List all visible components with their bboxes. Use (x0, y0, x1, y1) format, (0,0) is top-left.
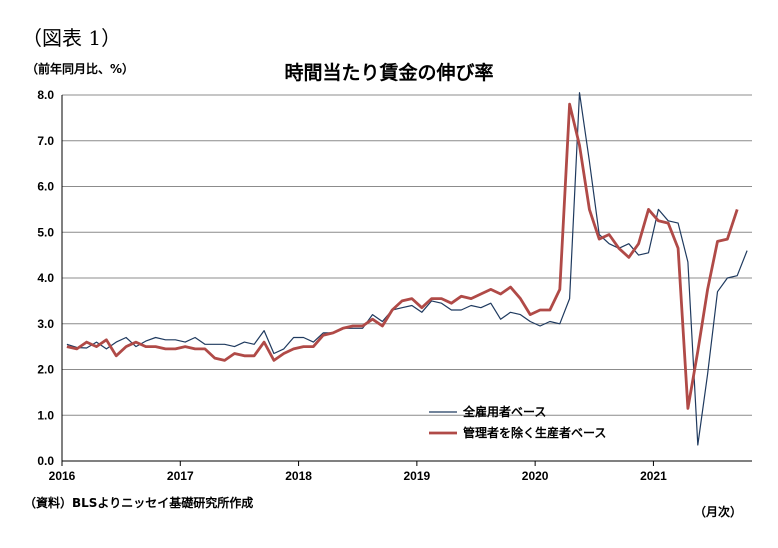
figure-label: （図表 1） (22, 26, 122, 50)
y-tick-label: 7.0 (37, 134, 54, 148)
y-tick-label: 5.0 (37, 225, 54, 239)
series-line-2 (66, 102, 739, 410)
chart-title: 時間当たり賃金の伸び率 (284, 62, 494, 84)
y-unit-label: （前年同月比、%） (26, 62, 135, 76)
y-tick-label: 2.0 (37, 363, 54, 377)
x-tick-label: 2016 (49, 469, 76, 483)
x-tick-label: 2020 (522, 469, 549, 483)
source-note: （資料）BLSよりニッセイ基礎研究所作成 (24, 496, 254, 510)
y-tick-label: 0.0 (37, 454, 54, 468)
y-tick-label: 4.0 (37, 271, 54, 285)
legend-label: 全雇用者ベース (462, 404, 546, 419)
period-label: （月次） (694, 505, 743, 519)
series-line-1 (66, 92, 748, 446)
legend-label: 管理者を除く生産者ベース (463, 425, 606, 440)
x-tick-label: 2017 (167, 469, 194, 483)
x-axis-ticks: 2016 2017 2018 2019 2020 2021 (49, 461, 667, 483)
y-axis-ticks: 0.0 1.0 2.0 3.0 4.0 5.0 6.0 7.0 8.0 (37, 88, 54, 468)
x-tick-label: 2018 (285, 469, 312, 483)
series-lines (66, 92, 748, 446)
y-tick-label: 3.0 (37, 317, 54, 331)
gridlines (61, 94, 752, 462)
y-tick-label: 1.0 (37, 408, 54, 422)
y-tick-label: 6.0 (37, 180, 54, 194)
x-tick-label: 2019 (404, 469, 431, 483)
x-tick-label: 2021 (640, 469, 667, 483)
y-tick-label: 8.0 (37, 88, 54, 102)
